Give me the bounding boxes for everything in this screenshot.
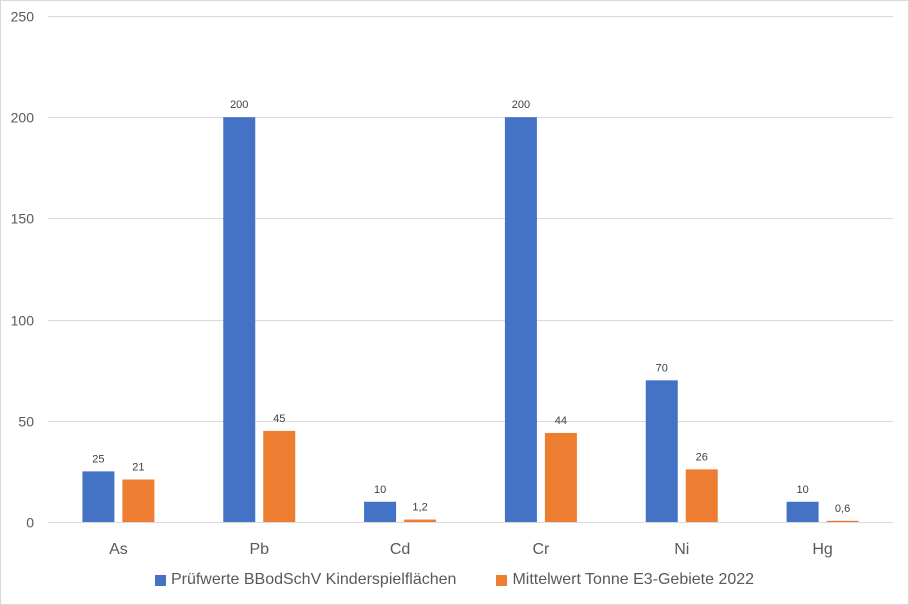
data-label-cr-series-2: 44: [555, 415, 567, 427]
x-category-label-pb: Pb: [249, 541, 269, 558]
bars: [82, 117, 859, 522]
y-tick-label: 50: [18, 414, 34, 430]
data-label-cd-series-1: 10: [374, 484, 386, 496]
legend: Prüfwerte BBodSchV Kinderspielflächen Mi…: [0, 571, 909, 589]
legend-swatch-series-1: [154, 574, 166, 586]
x-axis-categories: As Pb Cd Cr Ni Hg: [48, 522, 893, 558]
y-tick-label: 0: [26, 515, 34, 531]
y-tick-label: 250: [11, 9, 35, 25]
x-category-label-hg: Hg: [812, 541, 832, 558]
bar-cd-series-2: [404, 519, 437, 522]
data-label-cr-series-1: 200: [512, 99, 530, 111]
bar-as-series-1: [82, 471, 115, 522]
data-label-hg-series-2: 0,6: [835, 503, 850, 515]
data-label-pb-series-1: 200: [230, 99, 248, 111]
bar-ni-series-2: [685, 469, 718, 522]
x-category-label-ni: Ni: [674, 541, 689, 558]
data-label-ni-series-1: 70: [656, 362, 668, 374]
legend-item-series-1: Prüfwerte BBodSchV Kinderspielflächen: [154, 571, 457, 589]
y-tick-label: 200: [11, 110, 35, 126]
x-category-label-as: As: [109, 541, 128, 558]
data-labels: 25 21 200 45 10 1,2 200 44 70 26 10 0,6: [92, 99, 850, 515]
data-label-as-series-1: 25: [92, 453, 104, 465]
legend-item-series-2: Mittelwert Tonne E3-Gebiete 2022: [496, 571, 754, 589]
y-tick-label: 150: [11, 211, 35, 227]
data-label-as-series-2: 21: [132, 461, 144, 473]
data-label-ni-series-2: 26: [696, 451, 708, 463]
y-tick-label: 100: [11, 313, 35, 329]
data-label-pb-series-2: 45: [273, 413, 285, 425]
bar-as-series-2: [122, 479, 155, 522]
bar-pb-series-2: [263, 430, 296, 522]
bar-ni-series-1: [645, 380, 678, 522]
legend-label-series-2: Mittelwert Tonne E3-Gebiete 2022: [512, 571, 755, 588]
x-category-label-cd: Cd: [390, 541, 410, 558]
bar-cr-series-1: [504, 117, 537, 522]
bar-cr-series-2: [544, 432, 577, 522]
bar-cd-series-1: [364, 501, 397, 522]
data-label-hg-series-1: 10: [796, 484, 808, 496]
bar-hg-series-2: [826, 520, 859, 522]
y-axis-ticks: 0 50 100 150 200 250: [11, 9, 35, 531]
gridlines: [48, 16, 893, 523]
bar-hg-series-1: [786, 501, 819, 522]
data-label-cd-series-2: 1,2: [412, 502, 427, 514]
legend-label-series-1: Prüfwerte BBodSchV Kinderspielflächen: [170, 571, 457, 588]
legend-swatch-series-2: [496, 574, 508, 586]
bar-pb-series-1: [223, 117, 256, 522]
x-category-label-cr: Cr: [532, 541, 550, 558]
